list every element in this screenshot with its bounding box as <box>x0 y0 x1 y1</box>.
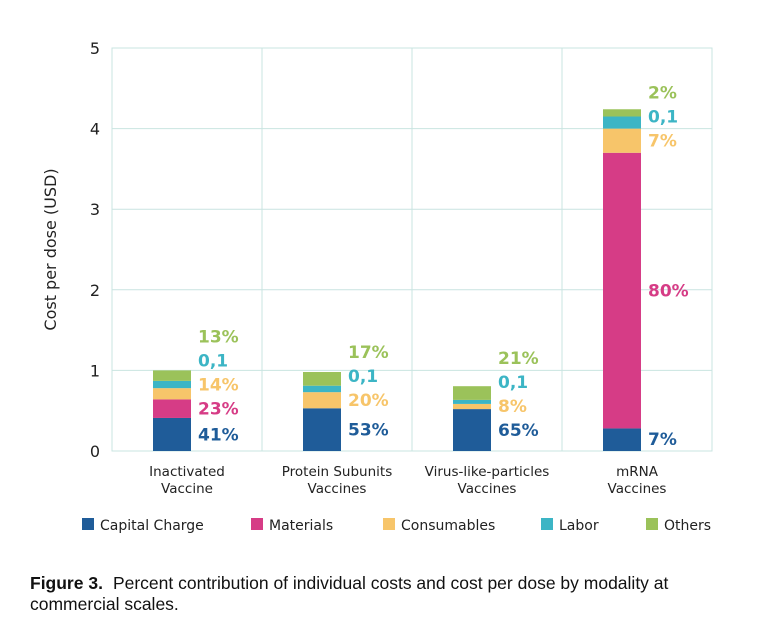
legend-swatch <box>251 518 263 530</box>
bar-segment <box>453 409 491 451</box>
y-tick-label: 5 <box>90 39 100 58</box>
data-label: 0,1 <box>498 373 528 393</box>
bar-segment <box>153 388 191 400</box>
data-label: 7% <box>648 132 677 152</box>
data-label: 20% <box>348 391 389 411</box>
bar-segment <box>603 128 641 153</box>
legend-label: Labor <box>559 518 599 534</box>
bar-segment <box>153 417 191 451</box>
data-label: 23% <box>198 400 239 420</box>
bar-segment <box>603 109 641 117</box>
data-label: 0,1 <box>198 352 228 372</box>
y-axis-label: Cost per dose (USD) <box>41 168 60 330</box>
legend-label: Consumables <box>401 518 495 534</box>
y-tick-label: 3 <box>90 200 100 219</box>
legend-label: Materials <box>269 518 333 534</box>
legend-label: Capital Charge <box>100 518 204 534</box>
legend-swatch <box>646 518 658 530</box>
legend-swatch <box>541 518 553 530</box>
data-label: 65% <box>498 421 539 441</box>
data-label: 8% <box>498 397 527 417</box>
data-label: 21% <box>498 349 539 369</box>
caption-text: Percent contribution of individual costs… <box>30 573 669 614</box>
bar-segment <box>303 385 341 393</box>
x-tick-label: Vaccines <box>308 481 367 497</box>
bar-segment <box>153 380 191 389</box>
y-tick-label: 2 <box>90 281 100 300</box>
x-tick-label: Protein Subunits <box>282 464 393 480</box>
legend-label: Others <box>664 518 711 534</box>
y-tick-label: 1 <box>90 361 100 380</box>
bar-segment <box>153 370 191 381</box>
data-label: 41% <box>198 425 239 445</box>
bar-segment <box>303 408 341 451</box>
figure-label: Figure 3. <box>30 573 103 593</box>
data-label: 53% <box>348 421 389 441</box>
bar-segment <box>603 428 641 451</box>
bar-segment <box>303 372 341 386</box>
x-tick-label: Vaccine <box>161 481 213 497</box>
legend-swatch <box>82 518 94 530</box>
bar-segment <box>303 392 341 409</box>
data-label: 2% <box>648 84 677 104</box>
figure-caption: Figure 3. Percent contribution of individ… <box>30 573 750 615</box>
data-label: 14% <box>198 376 239 396</box>
bar-segment <box>603 152 641 429</box>
data-label: 80% <box>648 282 689 302</box>
legend-swatch <box>383 518 395 530</box>
data-label: 0,1 <box>648 108 678 128</box>
data-label: 0,1 <box>348 367 378 387</box>
data-label: 7% <box>648 430 677 450</box>
bar-segment <box>453 386 491 400</box>
bar-segment <box>603 116 641 129</box>
bar-segment <box>453 399 491 404</box>
bar-segment <box>153 399 191 418</box>
x-tick-label: Inactivated <box>149 464 225 480</box>
y-tick-label: 4 <box>90 120 100 139</box>
y-tick-label: 0 <box>90 442 100 461</box>
x-tick-label: mRNA <box>616 464 659 480</box>
x-tick-label: Vaccines <box>608 481 667 497</box>
x-tick-label: Vaccines <box>458 481 517 497</box>
data-label: 17% <box>348 343 389 363</box>
bar-segment <box>453 403 491 410</box>
data-label: 13% <box>198 328 239 348</box>
x-tick-label: Virus-like-particles <box>425 464 550 480</box>
